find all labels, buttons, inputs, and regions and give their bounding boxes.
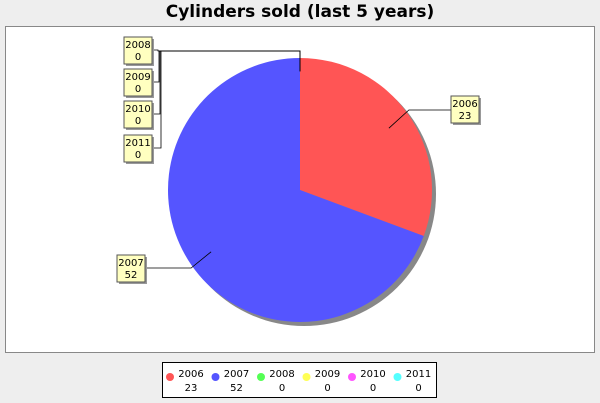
legend-value: 52	[230, 383, 243, 394]
leader-line-2011	[152, 50, 301, 149]
legend-label: 2008	[269, 369, 294, 380]
data-label-name: 2006	[452, 99, 477, 110]
legend-marker	[348, 373, 356, 381]
legend-label: 2009	[315, 369, 340, 380]
chart-title: Cylinders sold (last 5 years)	[165, 2, 435, 22]
legend-value: 0	[370, 383, 376, 394]
legend-label: 2006	[178, 369, 203, 380]
legend-label: 2011	[406, 369, 431, 380]
legend-label: 2010	[360, 369, 385, 380]
legend-value: 0	[324, 383, 330, 394]
data-label-value: 0	[135, 52, 141, 63]
data-label-name: 2009	[125, 72, 150, 83]
legend-label: 2007	[224, 369, 249, 380]
legend-marker	[393, 373, 402, 381]
legend-item-2010: 2010 0	[348, 369, 386, 394]
legend-item-2011: 2011 0	[393, 369, 431, 394]
legend-item-2008: 2008 0	[257, 369, 295, 394]
leader-line-2006	[388, 109, 451, 129]
data-label-name: 2008	[125, 40, 150, 51]
legend-value: 23	[185, 383, 198, 394]
legend: 2006 23 2007 52 2008 0 2009 0 2010 0 2011 0	[162, 362, 437, 398]
pie-slice-2006	[300, 58, 432, 237]
data-label-value: 52	[125, 270, 138, 281]
data-label-value: 23	[459, 111, 472, 122]
data-label-name: 2007	[118, 258, 143, 269]
legend-item-2006: 2006 23	[166, 369, 204, 394]
legend-value: 0	[415, 383, 421, 394]
data-label-value: 0	[135, 84, 141, 95]
legend-marker	[166, 373, 174, 381]
data-label-name: 2010	[125, 104, 150, 115]
leader-line-2007	[145, 251, 212, 269]
pie-slice-2007	[168, 58, 424, 322]
legend-item-2009: 2009 0	[302, 369, 340, 394]
legend-marker	[302, 373, 311, 381]
data-label-value: 0	[135, 116, 141, 127]
data-label-value: 0	[135, 150, 141, 161]
legend-marker	[257, 373, 265, 381]
legend-item-2007: 2007 52	[211, 369, 249, 394]
data-label-name: 2011	[125, 138, 150, 149]
legend-value: 0	[279, 383, 285, 394]
legend-marker	[211, 373, 220, 381]
